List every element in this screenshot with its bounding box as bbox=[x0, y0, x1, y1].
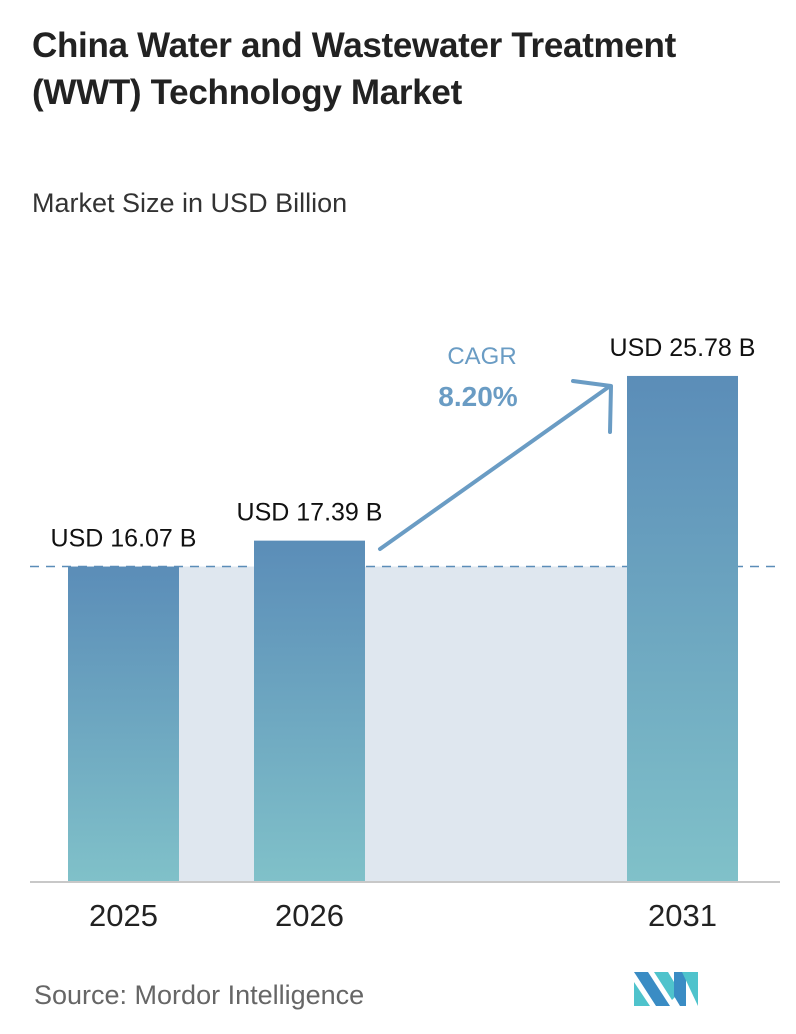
bar-2031 bbox=[627, 375, 738, 882]
chart-subtitle: Market Size in USD Billion bbox=[32, 188, 348, 218]
baseline-band bbox=[68, 566, 738, 882]
bar-2026 bbox=[254, 540, 365, 882]
x-tick-2025: 2025 bbox=[89, 898, 158, 933]
cagr-arrow bbox=[378, 379, 613, 551]
mordor-logo-icon bbox=[634, 972, 698, 1006]
cagr-label: CAGR bbox=[447, 343, 516, 370]
chart-title: China Water and Wastewater Treatment (WW… bbox=[32, 26, 676, 112]
x-tick-2031: 2031 bbox=[648, 898, 717, 933]
data-label-2031: USD 25.78 B bbox=[610, 334, 756, 362]
cagr-value: 8.20% bbox=[438, 381, 517, 412]
source-text: Source: Mordor Intelligence bbox=[34, 980, 365, 1010]
bar-2025 bbox=[68, 566, 179, 882]
data-label-2025: USD 16.07 B bbox=[51, 525, 197, 553]
x-tick-2026: 2026 bbox=[275, 898, 344, 933]
data-label-2026: USD 17.39 B bbox=[237, 499, 383, 527]
